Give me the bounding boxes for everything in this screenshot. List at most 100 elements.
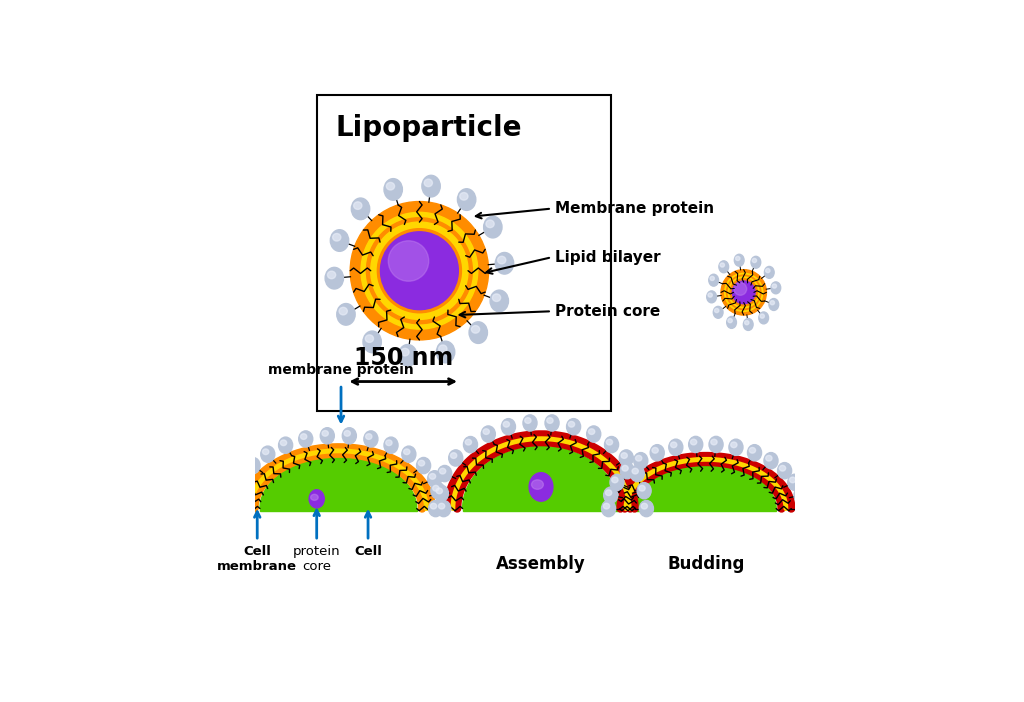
Ellipse shape [620, 450, 633, 466]
Ellipse shape [632, 468, 638, 474]
Ellipse shape [436, 501, 451, 517]
Circle shape [367, 218, 472, 324]
Ellipse shape [769, 298, 778, 310]
Ellipse shape [339, 307, 347, 315]
Ellipse shape [262, 449, 269, 455]
Ellipse shape [604, 437, 618, 453]
Ellipse shape [603, 503, 609, 509]
Ellipse shape [587, 426, 601, 442]
Ellipse shape [364, 431, 378, 447]
Ellipse shape [611, 477, 618, 483]
Ellipse shape [429, 501, 442, 517]
Circle shape [721, 270, 766, 315]
Ellipse shape [496, 253, 514, 274]
Ellipse shape [400, 348, 410, 356]
Ellipse shape [794, 487, 808, 503]
Ellipse shape [748, 444, 762, 461]
Ellipse shape [449, 450, 463, 466]
Ellipse shape [669, 439, 683, 456]
Ellipse shape [362, 331, 381, 352]
Ellipse shape [471, 326, 479, 333]
Ellipse shape [777, 463, 792, 479]
Text: Lipoparticle: Lipoparticle [336, 114, 522, 142]
Ellipse shape [351, 198, 370, 220]
Ellipse shape [493, 294, 501, 301]
Ellipse shape [708, 293, 713, 297]
Ellipse shape [228, 485, 243, 501]
Ellipse shape [321, 428, 334, 444]
Ellipse shape [322, 430, 329, 436]
Circle shape [371, 222, 468, 319]
Ellipse shape [753, 258, 757, 263]
Ellipse shape [398, 345, 417, 366]
Ellipse shape [796, 490, 802, 496]
Text: Budding: Budding [668, 555, 744, 573]
Ellipse shape [384, 437, 398, 453]
Ellipse shape [720, 263, 725, 267]
Ellipse shape [300, 434, 307, 439]
Ellipse shape [566, 418, 581, 435]
Ellipse shape [639, 501, 653, 517]
Ellipse shape [451, 453, 457, 458]
Text: 150 nm: 150 nm [353, 345, 453, 370]
Ellipse shape [744, 321, 749, 325]
Ellipse shape [279, 437, 293, 453]
Ellipse shape [637, 482, 651, 499]
Ellipse shape [486, 220, 495, 227]
Ellipse shape [309, 490, 325, 508]
Ellipse shape [328, 271, 336, 279]
Polygon shape [636, 508, 776, 511]
Circle shape [361, 212, 478, 329]
Ellipse shape [465, 439, 471, 445]
Polygon shape [260, 508, 417, 511]
Text: Cell: Cell [354, 545, 382, 558]
Ellipse shape [424, 179, 432, 187]
Ellipse shape [483, 429, 489, 435]
Ellipse shape [545, 415, 559, 431]
Ellipse shape [641, 503, 647, 509]
Ellipse shape [711, 439, 717, 445]
Ellipse shape [589, 429, 595, 435]
Ellipse shape [439, 468, 445, 474]
Ellipse shape [353, 201, 361, 209]
Ellipse shape [386, 183, 394, 190]
Ellipse shape [719, 261, 729, 273]
Ellipse shape [430, 503, 436, 509]
Ellipse shape [709, 437, 723, 453]
Ellipse shape [431, 482, 445, 499]
Ellipse shape [436, 488, 442, 494]
Ellipse shape [428, 471, 441, 487]
Ellipse shape [621, 453, 628, 458]
Ellipse shape [606, 439, 612, 445]
Ellipse shape [366, 434, 372, 439]
Ellipse shape [772, 284, 776, 288]
Ellipse shape [248, 461, 254, 466]
Ellipse shape [434, 485, 449, 501]
Ellipse shape [403, 449, 410, 455]
Circle shape [388, 241, 429, 282]
Ellipse shape [464, 437, 477, 453]
Ellipse shape [604, 487, 617, 503]
Ellipse shape [547, 418, 553, 423]
Ellipse shape [707, 291, 717, 303]
Circle shape [350, 201, 488, 340]
Ellipse shape [490, 290, 509, 312]
Ellipse shape [621, 463, 634, 479]
Ellipse shape [237, 474, 243, 479]
Circle shape [381, 232, 459, 310]
Ellipse shape [727, 317, 736, 329]
Ellipse shape [710, 277, 715, 281]
Ellipse shape [601, 501, 615, 517]
Ellipse shape [771, 282, 780, 293]
Ellipse shape [731, 442, 737, 448]
Ellipse shape [715, 308, 719, 312]
Ellipse shape [429, 474, 435, 479]
Ellipse shape [366, 335, 374, 343]
Ellipse shape [735, 256, 740, 260]
Ellipse shape [386, 440, 392, 446]
Ellipse shape [436, 341, 455, 363]
Ellipse shape [503, 421, 510, 427]
Ellipse shape [790, 477, 796, 483]
Ellipse shape [433, 485, 439, 491]
Ellipse shape [261, 446, 274, 463]
